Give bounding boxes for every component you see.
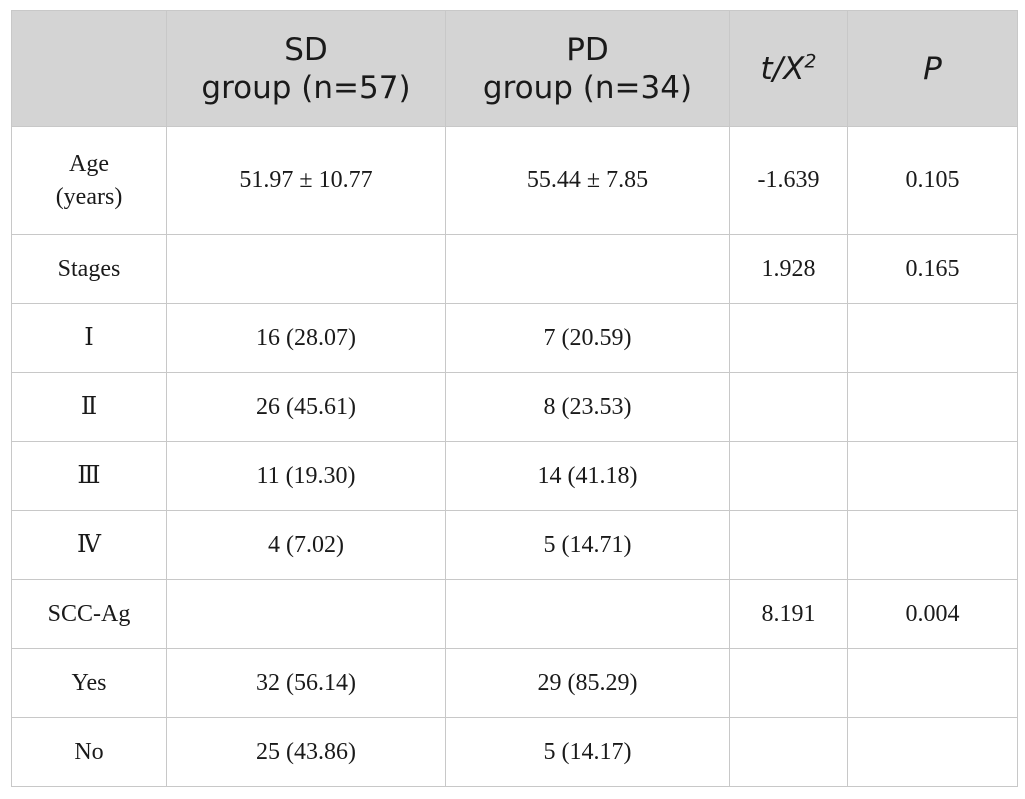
header-sd-line1: SD [284,31,328,68]
t-value-cell: -1.639 [729,126,848,235]
p-value-cell [847,648,1018,718]
t-value-cell [729,717,848,787]
row-label-line1: SCC-Ag [47,600,131,627]
pd-value-cell: 5 (14.71) [445,510,730,580]
header-pd-line2: group (n=34) [482,69,693,106]
sd-value-cell: 11 (19.30) [166,441,446,511]
table-row: Stages 1.928 0.165 [11,234,1018,304]
sd-value-cell: 32 (56.14) [166,648,446,718]
sd-value-cell: 26 (45.61) [166,372,446,442]
p-value-cell: 0.105 [847,126,1018,235]
table-row: Ⅳ 4 (7.02) 5 (14.71) [11,510,1018,580]
header-blank [11,10,167,127]
t-value-cell [729,372,848,442]
p-value-cell [847,303,1018,373]
sd-value-cell: 4 (7.02) [166,510,446,580]
header-sd-line2: group (n=57) [201,69,411,106]
row-label-line2: (years) [55,183,123,210]
table-row: Ⅱ 26 (45.61) 8 (23.53) [11,372,1018,442]
pd-value-cell: 8 (23.53) [445,372,730,442]
p-value-cell [847,510,1018,580]
table-row: Yes 32 (56.14) 29 (85.29) [11,648,1018,718]
t-value-cell [729,510,848,580]
sd-value-cell: 25 (43.86) [166,717,446,787]
pd-value-cell: 5 (14.17) [445,717,730,787]
pd-value-cell [445,579,730,649]
sd-value-cell: 51.97 ± 10.77 [166,126,446,235]
t-value-cell [729,441,848,511]
row-label: Ⅰ [11,303,167,373]
t-value-cell [729,648,848,718]
row-label: No [11,717,167,787]
header-p: P [847,10,1018,127]
header-t-base: t/X [760,50,805,87]
header-pd-line1: PD [566,31,609,68]
t-value-cell: 8.191 [729,579,848,649]
sd-value-cell: 16 (28.07) [166,303,446,373]
t-value-cell [729,303,848,373]
row-label: Stages [11,234,167,304]
row-label-line1: No [74,738,104,765]
row-label-line1: Ⅳ [77,531,101,558]
row-label: SCC-Ag [11,579,167,649]
row-label-line1: Stages [57,255,121,282]
p-value-cell: 0.004 [847,579,1018,649]
pd-value-cell [445,234,730,304]
comparison-table: SD group (n=57) PD group (n=34) t/X2 P A… [11,10,1018,787]
pd-value-cell: 7 (20.59) [445,303,730,373]
header-t-chi: t/X2 [729,10,848,127]
pd-value-cell: 55.44 ± 7.85 [445,126,730,235]
row-label: Ⅱ [11,372,167,442]
table-row: Age (years) 51.97 ± 10.77 55.44 ± 7.85 -1.63… [11,126,1018,235]
row-label: Age (years) [11,126,167,235]
sd-value-cell [166,579,446,649]
row-label-line1: Ⅱ [80,393,98,420]
row-label: Ⅳ [11,510,167,580]
row-label-line1: Age [69,150,109,177]
header-row: SD group (n=57) PD group (n=34) t/X2 P [11,10,1018,127]
sd-value-cell [166,234,446,304]
p-value-cell [847,372,1018,442]
row-label: Yes [11,648,167,718]
table-row: Ⅰ 16 (28.07) 7 (20.59) [11,303,1018,373]
header-sd-group: SD group (n=57) [166,10,446,127]
header-t-sup: 2 [804,50,817,73]
row-label-line1: Ⅲ [77,462,101,489]
pd-value-cell: 29 (85.29) [445,648,730,718]
pd-value-cell: 14 (41.18) [445,441,730,511]
p-value-cell [847,717,1018,787]
row-label: Ⅲ [11,441,167,511]
table-row: SCC-Ag 8.191 0.004 [11,579,1018,649]
p-value-cell: 0.165 [847,234,1018,304]
t-value-cell: 1.928 [729,234,848,304]
table-row: Ⅲ 11 (19.30) 14 (41.18) [11,441,1018,511]
header-pd-group: PD group (n=34) [445,10,730,127]
p-value-cell [847,441,1018,511]
row-label-line1: Ⅰ [84,324,94,351]
table-row: No 25 (43.86) 5 (14.17) [11,717,1018,787]
row-label-line1: Yes [71,669,107,696]
